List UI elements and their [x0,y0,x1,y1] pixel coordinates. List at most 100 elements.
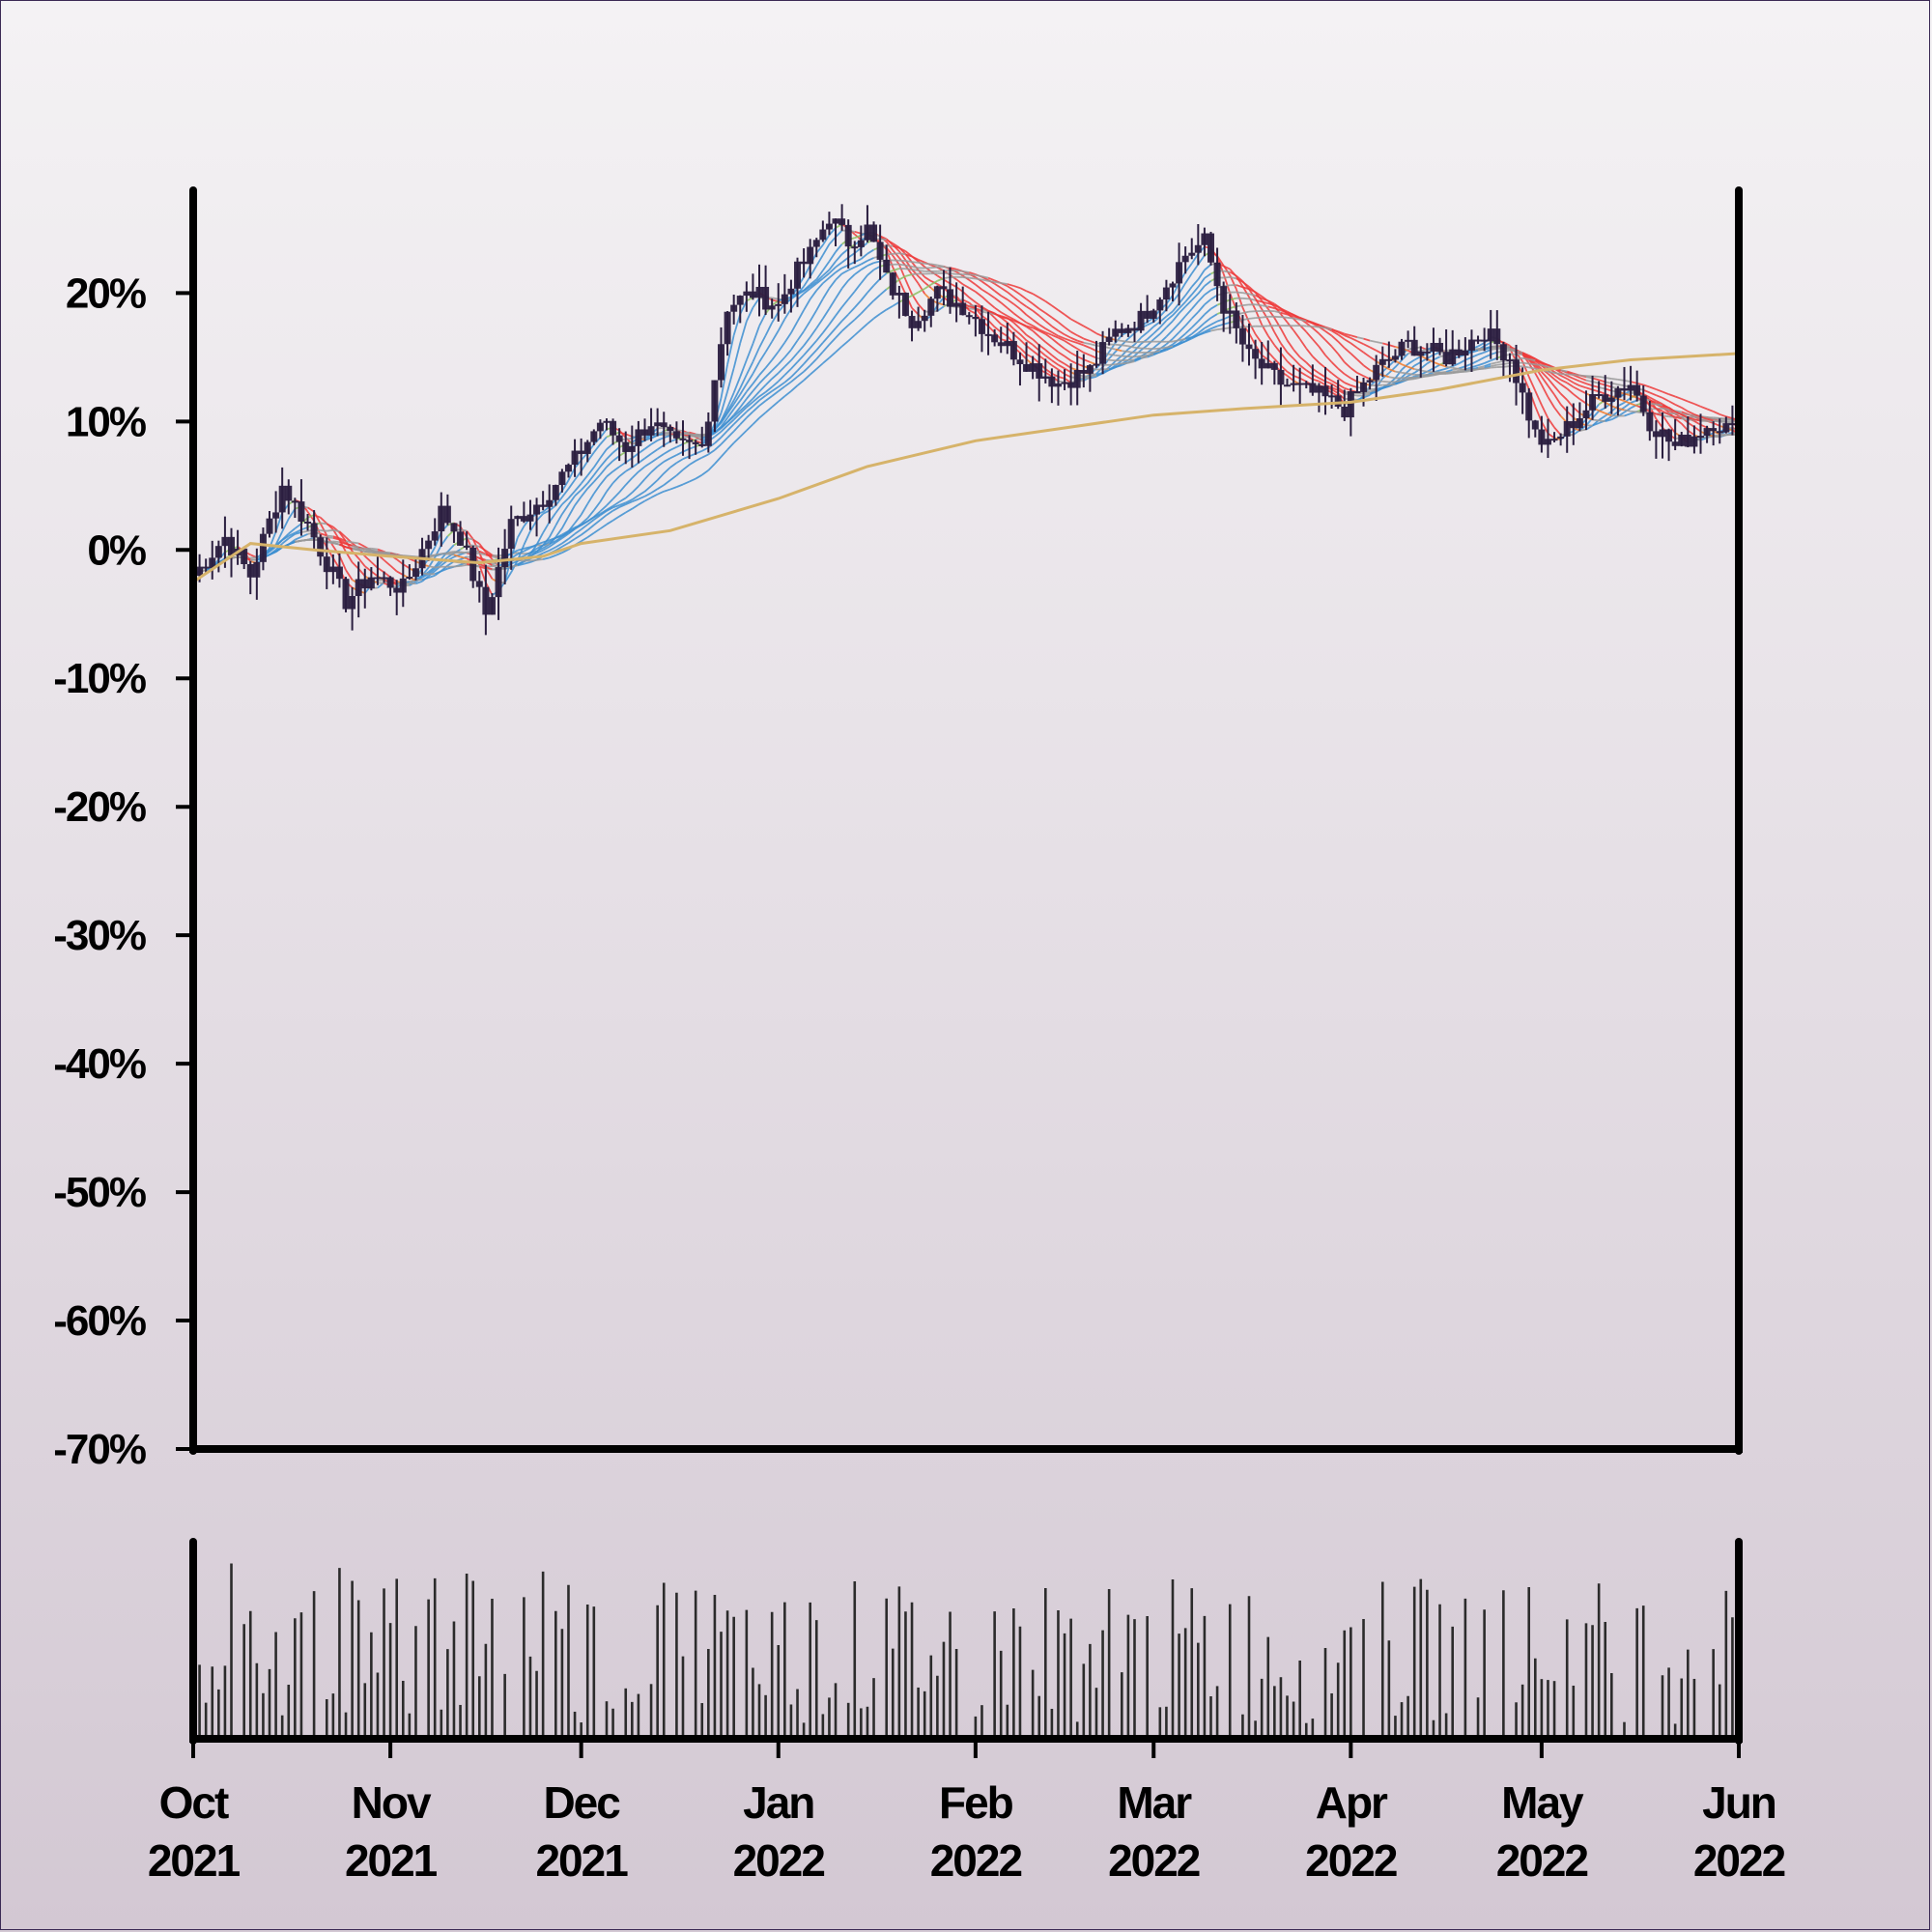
ma-segment [638,457,646,464]
ma-segment [517,548,525,552]
candle-body [1703,428,1711,437]
candle-body [253,561,261,578]
candle-body [1563,420,1571,437]
ma-segment [726,392,735,409]
candle-body [583,441,591,454]
ma-segment [1044,327,1053,333]
ma-segment [695,450,703,455]
ma-segment [1076,348,1085,354]
ma-segment [879,235,888,241]
ma-segment [1395,381,1403,385]
ma-segment [783,332,792,344]
ma-segment [803,298,811,311]
ma-segment [1356,336,1364,340]
candle-body [615,435,623,442]
ma-segment [663,467,671,474]
ma-segment [606,442,614,450]
ma-segment [529,520,538,532]
ma-segment [1248,288,1256,294]
ma-segment [409,557,416,563]
ma-segment [1070,340,1078,344]
candle-body [291,500,298,503]
ma-segment [581,536,588,542]
ma-segment [1012,322,1021,329]
ma-segment [1089,328,1097,334]
ma-segment [644,492,652,497]
ma-segment [746,297,753,302]
candle-body [704,421,712,446]
ma-segment [732,400,741,410]
ma-segment [561,549,569,554]
ma-segment [714,422,723,431]
ma-segment [1057,321,1065,328]
ma-segment [1624,379,1632,384]
ma-segment [771,372,780,380]
ma-segment [1605,418,1612,422]
ma-segment [962,291,970,298]
ma-segment [428,565,436,569]
ma-segment [905,260,913,263]
ma-segment [778,382,785,388]
ma-segment [586,519,595,526]
ma-segment [1076,355,1085,361]
ma-segment [1674,395,1683,400]
ma-segment [1134,356,1142,361]
ma-segment [638,448,646,455]
ma-segment [1191,293,1199,301]
ma-segment [1356,396,1364,401]
ma-segment [1592,422,1600,427]
ma-segment [1012,296,1021,303]
ma-segment [1369,390,1377,394]
ma-segment [650,440,659,445]
ma-segment [320,532,327,537]
ma-segment [338,554,347,571]
ma-segment [1172,302,1180,312]
ma-segment [778,385,785,392]
ma-segment [980,305,989,312]
candle-body [825,223,833,230]
ma-segment [1058,359,1065,365]
ma-segment [1172,307,1180,316]
candle-body [1696,436,1704,439]
ma-segment [327,528,333,532]
ma-segment [1426,357,1435,363]
ma-segment [1197,277,1206,288]
ma-segment [1012,333,1021,341]
ma-segment [1032,350,1040,356]
candle-body [1360,382,1368,392]
ma-segment [307,506,315,513]
ma-segment [1019,287,1027,293]
ma-segment [726,423,735,432]
ma-segment [1280,364,1289,373]
ma-segment [510,549,519,554]
ma-segment [790,376,799,384]
ma-segment [1280,316,1288,319]
ma-segment [1273,304,1282,310]
ma-segment [1363,337,1371,342]
ma-segment [917,303,925,313]
candle-body [596,422,604,432]
ma-segment [854,258,862,264]
ma-segment [1350,377,1358,383]
candle-body [1321,385,1329,397]
ma-segment [764,369,773,378]
ma-segment [510,560,519,565]
ma-segment [1484,346,1492,351]
ma-segment [1337,331,1346,337]
ma-segment [764,406,773,413]
ma-segment [478,550,487,555]
ma-segment [1051,346,1060,354]
ma-segment [663,449,671,455]
ma-segment [580,482,588,491]
ma-segment [1293,357,1301,366]
ma-segment [421,577,429,581]
ma-segment [994,280,1002,284]
ma-segment [1344,347,1351,355]
ma-segment [1236,277,1243,283]
ma-segment [485,567,494,580]
ma-segment [567,527,576,535]
ma-segment [1000,316,1009,320]
ma-segment [618,470,627,477]
ma-segment [689,460,696,466]
ma-segment [746,361,754,376]
